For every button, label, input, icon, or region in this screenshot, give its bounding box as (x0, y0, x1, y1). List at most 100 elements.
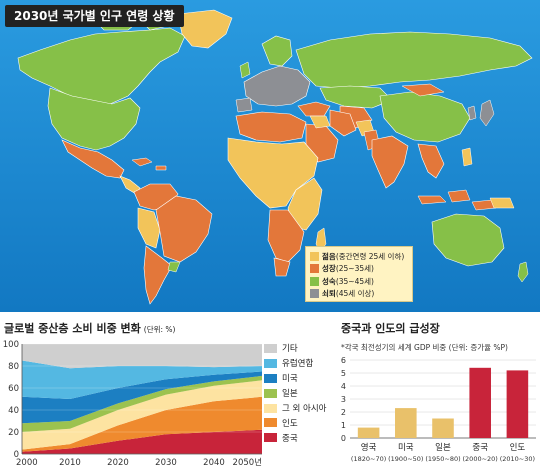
region-japan (479, 99, 495, 127)
area-series-일본 (22, 375, 262, 432)
china-india-subtitle: *각국 최전성기의 세계 GDP 비중 (단위: 증가율 %P) (341, 343, 508, 352)
bar-y-tick-label: 3 (341, 395, 346, 404)
area-series-그 외 아시아 (22, 380, 262, 450)
map-title: 2030년 국가별 인구 연령 상황 (5, 5, 184, 27)
region-iraq-syria (309, 115, 331, 129)
legend-swatch-growing (310, 264, 319, 274)
region-china (379, 91, 471, 143)
area-legend-label-us: 미국 (282, 374, 298, 385)
bar-period-label: (1900~50) (388, 455, 423, 463)
bar-y-tick-label: 2 (341, 408, 346, 417)
region-southeast-asia (417, 143, 445, 179)
legend-desc-aging: (45세 이상) (335, 289, 375, 299)
region-papua (489, 197, 515, 209)
bar-category-label: 일본 (435, 443, 451, 453)
legend-aging: 쇠퇴 (45세 이상) (310, 288, 408, 301)
middle-class-title: 글로벌 중산층 소비 비중 변화 (단위: %) (4, 320, 175, 336)
region-australia (431, 213, 505, 267)
bar-인도 (506, 370, 529, 438)
region-north-africa (235, 111, 307, 143)
bar-y-tick-label: 5 (341, 369, 346, 378)
area-y-tick-label: 80 (8, 362, 19, 372)
region-greenland (177, 9, 233, 49)
area-legend-label-other-asia: 그 외 아시아 (282, 404, 327, 414)
legend-swatch-aging (310, 289, 319, 299)
region-peru-bolivia (137, 207, 161, 249)
region-philippines (461, 147, 473, 167)
area-legend-swatch-japan (264, 388, 277, 398)
region-brazil (155, 195, 213, 263)
region-mongolia (401, 83, 445, 97)
area-legend-label-eu: 유럽연합 (282, 359, 314, 370)
area-legend-swatch-china (264, 433, 277, 443)
area-series-중국 (22, 429, 262, 454)
region-new-zealand (517, 261, 529, 283)
legend-desc-mature: (35~45세) (335, 276, 374, 286)
bar-category-label: 중국 (472, 443, 488, 453)
world-age-map (0, 0, 540, 312)
bar-category-label: 미국 (398, 443, 414, 453)
area-x-tick-label: 2000 (16, 458, 38, 468)
bar-period-label: (2000~20) (463, 455, 498, 463)
bar-영국 (357, 427, 380, 438)
region-mexico-growing (61, 139, 125, 179)
area-legend-item-china: 중국 (264, 430, 340, 445)
bar-중국 (469, 367, 491, 438)
region-indonesia (417, 189, 497, 211)
region-uruguay (167, 261, 181, 273)
region-argentina-chile (143, 245, 173, 305)
bar-category-label: 인도 (510, 442, 526, 453)
china-india-title: 중국과 인도의 급성장 (341, 322, 440, 335)
area-y-tick-label: 60 (8, 384, 19, 394)
region-korea (467, 105, 477, 121)
area-legend-label-japan: 일본 (282, 389, 298, 400)
region-europe-aging (243, 65, 311, 107)
bar-y-tick-label: 6 (341, 356, 346, 365)
area-legend-swatch-us (264, 373, 277, 383)
area-legend-swatch-other (264, 343, 277, 353)
area-legend-label-india: 인도 (282, 418, 298, 429)
area-legend-item-eu: 유럽연합 (264, 356, 340, 371)
legend-desc-growing: (25~35세) (335, 264, 374, 274)
area-legend-item-other: 기타 (264, 341, 340, 356)
area-legend-item-other-asia: 그 외 아시아 (264, 401, 340, 416)
bar-y-tick-label: 0 (341, 434, 346, 443)
bar-y-tick-label: 1 (341, 421, 346, 430)
region-canada-mature (17, 27, 186, 105)
legend-label-young: 젊음 (322, 251, 336, 261)
area-y-tick-label: 20 (8, 428, 19, 438)
region-usa-mature (47, 87, 141, 151)
area-x-tick-label: 2030 (155, 458, 177, 468)
area-chart-legend: 기타 유럽연합 미국 일본 그 외 아시아 인도 중국 (264, 341, 340, 445)
map-legend: 젊음 (중간연령 25세 이하) 성장 (25~35세) 성숙 (35~45세)… (305, 246, 413, 302)
area-legend-item-us: 미국 (264, 371, 340, 386)
region-south-africa (273, 257, 291, 277)
legend-label-growing: 성장 (322, 264, 336, 274)
area-series-미국 (22, 371, 262, 424)
bar-y-tick-label: 4 (341, 382, 346, 391)
bar-period-label: (1950~80) (425, 455, 460, 463)
bar-period-label: (2010~30) (500, 455, 535, 463)
region-india (371, 135, 409, 189)
area-x-tick-label: 2020 (107, 458, 129, 468)
legend-swatch-young (310, 251, 319, 261)
legend-label-mature: 성숙 (322, 276, 336, 286)
china-india-bar-chart: 0 1 2 3 4 5 6 영국 (1820~70) 미국 (1900~50) 일본 (1950~80)… (341, 356, 536, 463)
area-legend-item-japan: 일본 (264, 386, 340, 401)
region-iran (329, 109, 357, 137)
bar-category-label: 영국 (361, 442, 377, 453)
area-legend-swatch-india (264, 418, 277, 428)
middle-class-unit: (단위: %) (143, 325, 176, 334)
bar-미국 (395, 408, 417, 438)
legend-young: 젊음 (중간연령 25세 이하) (310, 250, 408, 263)
area-series-유럽연합 (22, 360, 262, 399)
legend-mature: 성숙 (35~45세) (310, 275, 408, 288)
region-southern-africa (267, 209, 305, 263)
area-series-기타 (22, 344, 262, 369)
bar-period-label: (1820~70) (351, 455, 386, 463)
area-y-tick-label: 0 (14, 450, 19, 460)
region-turkey (297, 101, 331, 117)
area-x-tick-label: 2010 (59, 458, 81, 468)
region-scandinavia (261, 35, 293, 67)
